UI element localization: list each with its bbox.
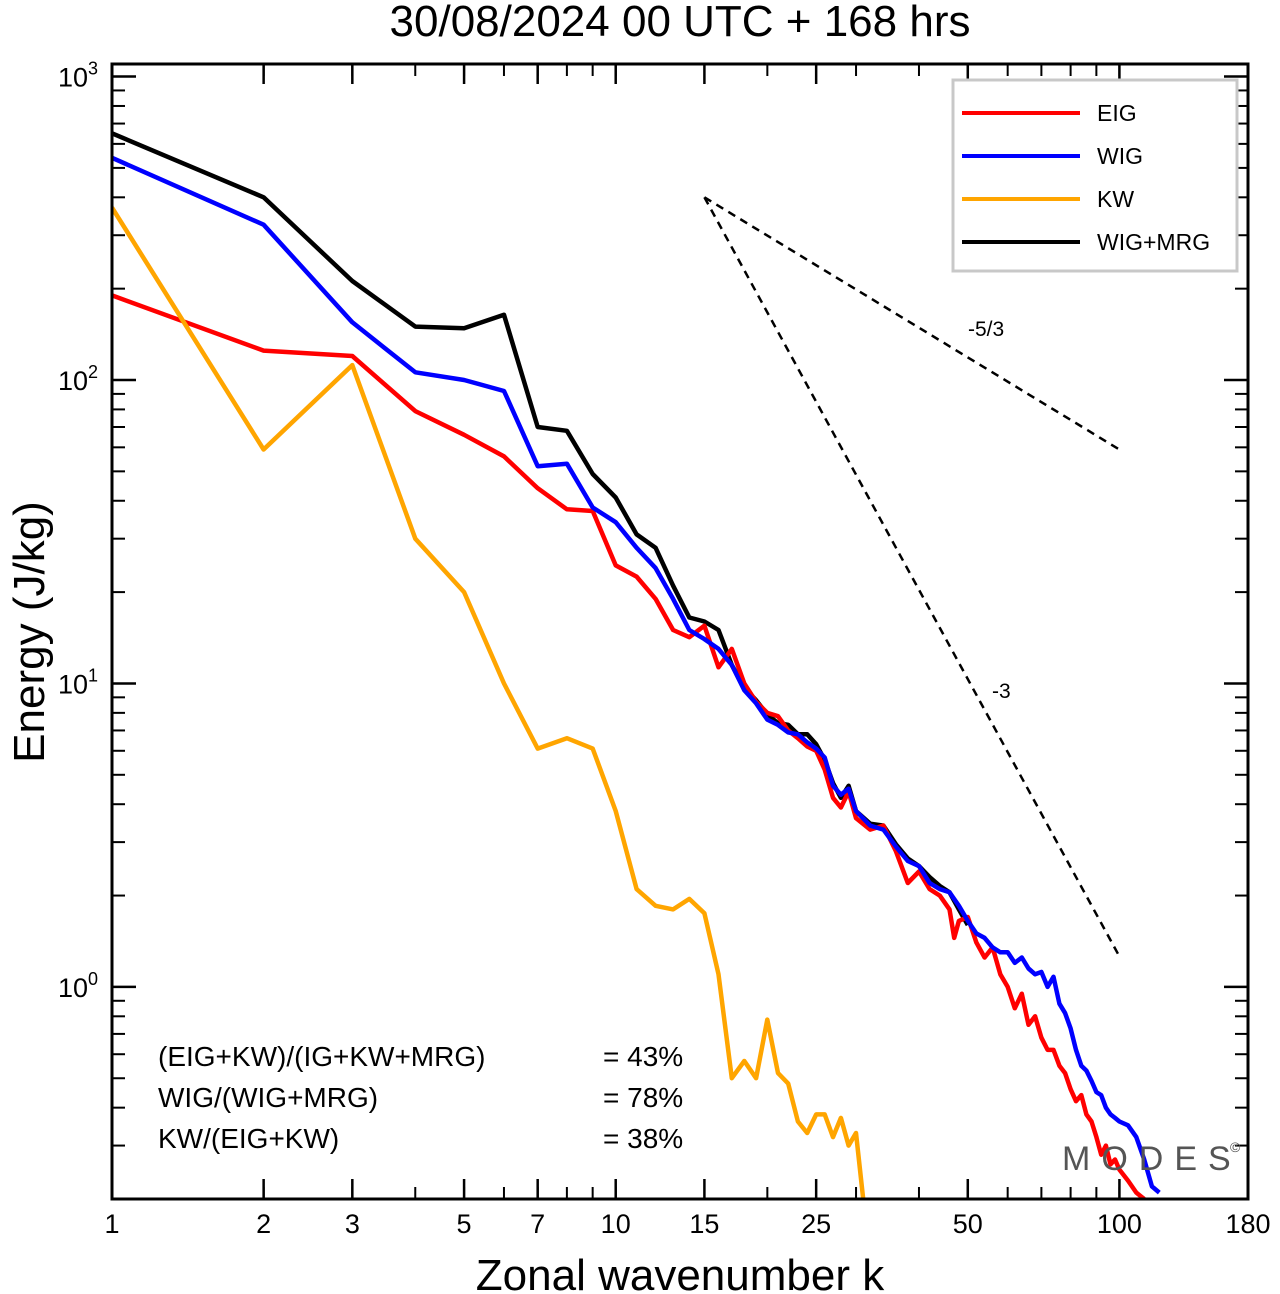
copyright-mark: © <box>1230 1139 1241 1155</box>
x-axis-label: Zonal wavenumber k <box>476 1251 885 1294</box>
y-tick-label: 103 <box>58 59 98 93</box>
y-tick-label: 100 <box>58 969 98 1003</box>
y-axis-label: Energy (J/kg) <box>5 501 54 763</box>
x-tick-label: 1 <box>104 1209 119 1239</box>
legend-label-eig: EIG <box>1097 100 1137 126</box>
x-tick-label: 50 <box>953 1209 983 1239</box>
x-tick-label: 15 <box>689 1209 719 1239</box>
slope-label-five-thirds: -5/3 <box>968 318 1004 341</box>
legend-label-wig: WIG <box>1097 143 1143 169</box>
ratio-label: (EIG+KW)/(IG+KW+MRG) <box>158 1041 485 1072</box>
legend-label-kw: KW <box>1097 186 1134 212</box>
x-tick-label: 180 <box>1225 1209 1270 1239</box>
series-line-kw <box>112 206 866 1199</box>
legend-label-wig-plus-mrg: WIG+MRG <box>1097 229 1210 255</box>
slope-line-five-thirds <box>703 196 1121 451</box>
x-tick-label: 2 <box>256 1209 271 1239</box>
y-axis-label-group: Energy (J/kg) <box>5 501 54 763</box>
x-tick-label: 5 <box>457 1209 472 1239</box>
ratio-value: = 38% <box>603 1123 683 1154</box>
slope-label-three: -3 <box>992 680 1011 703</box>
x-tick-label: 3 <box>345 1209 360 1239</box>
chart-title: 30/08/2024 00 UTC + 168 hrs <box>390 0 971 46</box>
slope-line-three <box>703 196 1121 958</box>
x-tick-label: 7 <box>530 1209 545 1239</box>
series-line-eig <box>112 293 1146 1199</box>
series-line-wig <box>112 155 1161 1195</box>
y-tick-label: 102 <box>58 362 98 396</box>
series-layer <box>112 131 1161 1199</box>
plot-frame <box>110 62 1250 1201</box>
reference-slope-layer: -5/3 -3 <box>703 196 1121 958</box>
ratio-value: = 78% <box>603 1082 683 1113</box>
ratio-label: KW/(EIG+KW) <box>158 1123 339 1154</box>
ratio-annotations: (EIG+KW)/(IG+KW+MRG) = 43% WIG/(WIG+MRG) = … <box>158 1041 683 1154</box>
x-tick-label: 25 <box>801 1209 831 1239</box>
x-tick-label: 100 <box>1097 1209 1142 1239</box>
axis-layer: 1 2 3 5 7 10 15 25 50 100 180 103 102 101 100 <box>58 59 1271 1239</box>
y-tick-label: 101 <box>58 665 98 699</box>
legend: EIG WIG KW WIG+MRG <box>951 78 1239 273</box>
x-tick-label: 10 <box>601 1209 631 1239</box>
modes-brand-text: MODES <box>1062 1140 1242 1178</box>
ratio-value: = 43% <box>603 1041 683 1072</box>
ratio-label: WIG/(WIG+MRG) <box>158 1082 378 1113</box>
